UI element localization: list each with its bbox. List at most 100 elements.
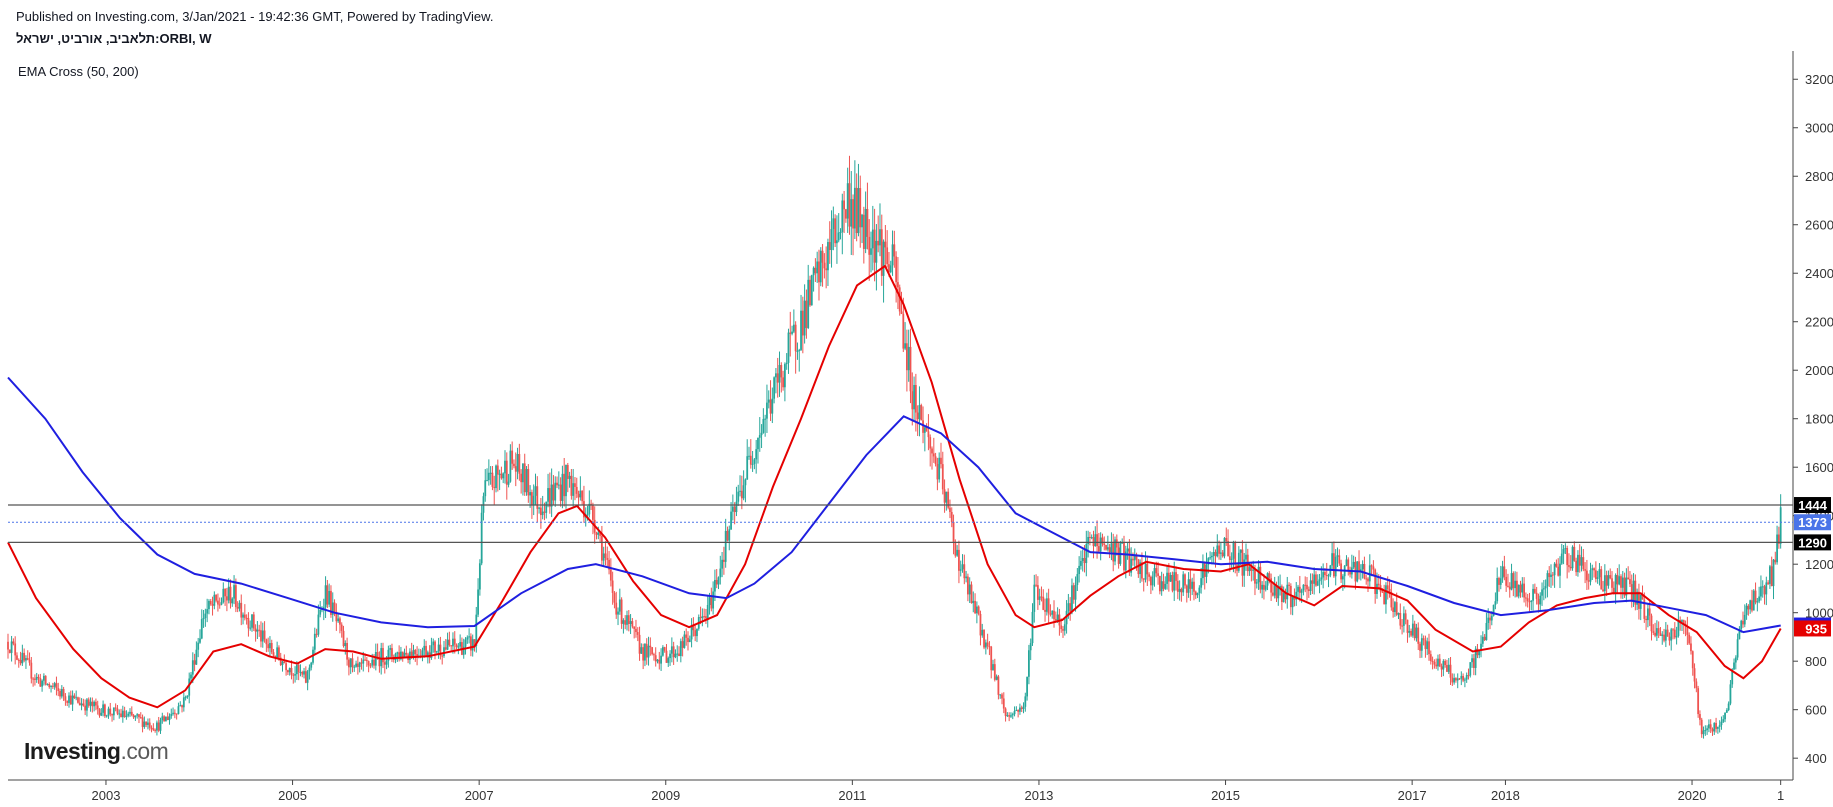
candle-body — [714, 579, 716, 592]
candle-body — [206, 609, 209, 614]
candle-body — [1297, 586, 1299, 592]
candle-body — [977, 606, 980, 614]
candle-body — [1602, 589, 1604, 592]
candle-body — [7, 641, 9, 650]
candle-body — [818, 261, 820, 283]
candle-body — [1126, 548, 1129, 552]
candle-body — [760, 432, 763, 436]
candle-body — [566, 465, 569, 479]
candle-body — [972, 600, 975, 604]
candle-body — [1089, 536, 1091, 538]
candle-body — [1614, 575, 1617, 594]
candle-body — [683, 634, 686, 648]
candle-body — [1406, 619, 1409, 633]
candle-body — [778, 364, 781, 383]
candle-body — [138, 714, 140, 718]
candle-body — [579, 490, 582, 498]
candle-body — [767, 399, 770, 403]
candle-body — [1535, 592, 1538, 599]
candle-body — [1763, 586, 1766, 595]
axis-frame — [8, 51, 1794, 781]
candle-body — [565, 465, 567, 497]
candle-body — [647, 645, 650, 658]
candle-body — [102, 704, 104, 713]
candle-body — [1672, 629, 1674, 631]
candle-body — [1600, 569, 1603, 590]
candle-body — [1302, 584, 1305, 591]
candle-body — [1483, 636, 1486, 641]
candle-body — [554, 482, 557, 501]
candle-body — [1101, 537, 1104, 544]
candle-body — [234, 585, 237, 608]
candle-body — [1585, 570, 1588, 581]
candle-body — [922, 420, 924, 433]
candle-body — [958, 549, 960, 571]
candle-body — [640, 647, 643, 654]
candle-body — [199, 638, 201, 643]
candle-body — [1178, 588, 1181, 592]
candle-body — [1670, 629, 1673, 641]
candle-body — [1015, 710, 1018, 712]
candle-body — [430, 645, 433, 658]
candle-body — [866, 208, 869, 237]
candle-body — [575, 486, 578, 494]
symbol-title: תלאביב, אורביט, ישראל:ORBI, W — [16, 31, 212, 46]
candle-body — [1551, 574, 1554, 576]
candle-body — [304, 671, 307, 683]
candle-body — [211, 604, 214, 606]
candle-body — [791, 331, 793, 334]
candle-body — [123, 710, 126, 717]
candle-body — [988, 646, 991, 648]
candle-body — [1456, 678, 1459, 681]
candle-body — [1187, 579, 1190, 593]
candle-body — [360, 662, 363, 664]
candle-body — [1756, 601, 1759, 603]
candle-body — [959, 569, 962, 571]
candle-body — [1532, 588, 1534, 601]
candle-body — [1424, 640, 1427, 650]
candle-body — [669, 653, 671, 659]
candle-body — [1652, 631, 1655, 633]
candle-body — [145, 721, 148, 725]
candle-body — [688, 639, 691, 643]
candle-body — [552, 484, 555, 501]
candle-body — [651, 647, 654, 655]
candle-body — [295, 664, 298, 675]
candle-body — [609, 569, 612, 581]
candle-body — [331, 602, 334, 615]
candle-body — [195, 649, 198, 665]
candle-body — [254, 628, 257, 632]
candle-body — [1144, 563, 1147, 580]
candle-body — [96, 705, 99, 710]
candle-body — [891, 244, 894, 266]
candle-body — [16, 655, 18, 660]
candle-body — [805, 300, 808, 328]
candle-body — [251, 614, 253, 628]
candle-body — [324, 585, 327, 608]
candle-body — [1338, 555, 1341, 564]
candle-body — [1533, 588, 1536, 593]
candle-body — [1255, 582, 1258, 584]
candle-body — [904, 343, 907, 349]
candle-body — [676, 653, 679, 655]
candle-body — [1333, 553, 1335, 577]
ema-50-line — [7, 264, 1782, 709]
candle-body — [265, 639, 268, 645]
candle-body — [1548, 573, 1551, 578]
candle-body — [753, 459, 756, 464]
candle-body — [776, 373, 779, 383]
candle-body — [457, 646, 460, 648]
candle-body — [1559, 563, 1561, 576]
candle-body — [1114, 539, 1116, 562]
candle-body — [642, 647, 645, 661]
candle-body — [87, 699, 90, 706]
candle-body — [1584, 569, 1587, 571]
candle-body — [1022, 706, 1025, 709]
candle-body — [17, 659, 20, 661]
candle-body — [491, 472, 494, 487]
candle-body — [1591, 568, 1594, 571]
candle-body — [369, 665, 372, 667]
candle-body — [1765, 582, 1768, 595]
candle-body — [1094, 534, 1097, 547]
candle-body — [809, 279, 811, 306]
